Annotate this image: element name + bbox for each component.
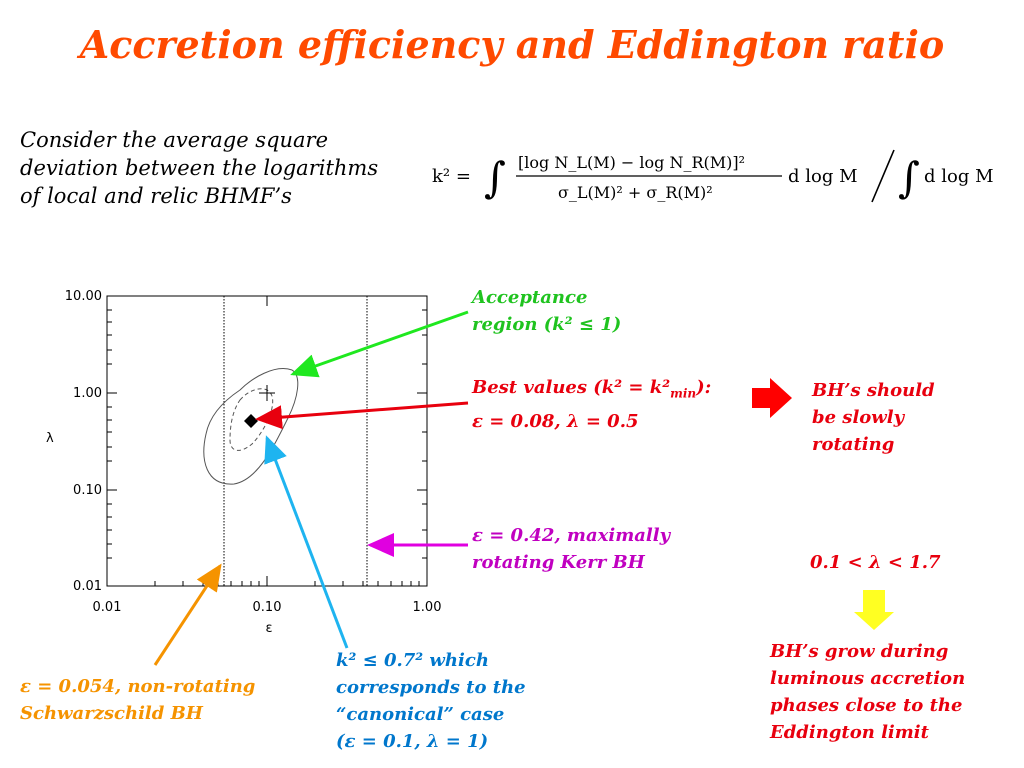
division-slash (871, 149, 895, 203)
formula-tail: d log M (788, 166, 858, 187)
formula-denominator: σ_L(M)² + σ_R(M)² (558, 183, 713, 202)
right-block-arrow (752, 378, 792, 418)
slide-title: Accretion efficiency and Eddington ratio (79, 22, 945, 67)
x-tick-label: 0.10 (253, 600, 282, 615)
y-tick-label: 1.00 (73, 386, 102, 401)
lambda-epsilon-plot: 10.00 1.00 0.10 0.01 0.01 0.10 1.00 ε λ (46, 289, 442, 636)
y-tick-label: 0.10 (73, 483, 102, 498)
canonical-label: k² ≤ 0.7² which corresponds to the “cano… (336, 650, 526, 752)
formula-right: d log M (924, 166, 994, 187)
integral-sign-2: ∫ (898, 153, 920, 202)
down-block-arrow (854, 590, 894, 630)
kerr-label: ε = 0.42, maximally rotating Kerr BH (472, 525, 671, 573)
canonical-contour (229, 388, 274, 451)
x-tick-label: 0.01 (93, 600, 122, 615)
formula-numerator: [log N_L(M) − log N_R(M)]² (518, 153, 745, 172)
slow-rotation-label: BH’s should be slowly rotating (812, 380, 935, 455)
integral-sign-1: ∫ (484, 153, 506, 202)
k-squared-formula: k² = ∫ [log N_L(M) − log N_R(M)]² σ_L(M)… (432, 149, 994, 203)
intro-line-1: Consider the average square (20, 128, 329, 152)
formula-lhs: k² = (432, 166, 471, 187)
schwarzschild-label: ε = 0.054, non-rotating Schwarzschild BH (20, 676, 256, 724)
y-axis-label: λ (46, 431, 54, 446)
best-values-label: Best values (k² = k²min): ε = 0.08, λ = … (472, 377, 712, 432)
x-axis-label: ε (265, 621, 272, 636)
plot-frame (106, 295, 428, 587)
x-tick-label: 1.00 (413, 600, 442, 615)
acceptance-label: Acceptance region (k² ≤ 1) (472, 287, 622, 335)
y-tick-label: 10.00 (65, 289, 102, 304)
intro-line-3: of local and relic BHMF’s (20, 184, 292, 208)
intro-line-2: deviation between the logarithms (20, 156, 379, 180)
y-tick-label: 0.01 (73, 579, 102, 594)
eddington-growth-label: BH’s grow during luminous accretion phas… (770, 641, 966, 743)
tick-marks (107, 295, 427, 586)
intro-text: Consider the average square deviation be… (20, 126, 420, 210)
lambda-range-label: 0.1 < λ < 1.7 (810, 552, 941, 573)
best-value-diamond (244, 414, 258, 428)
canonical-point-cross (259, 385, 275, 401)
